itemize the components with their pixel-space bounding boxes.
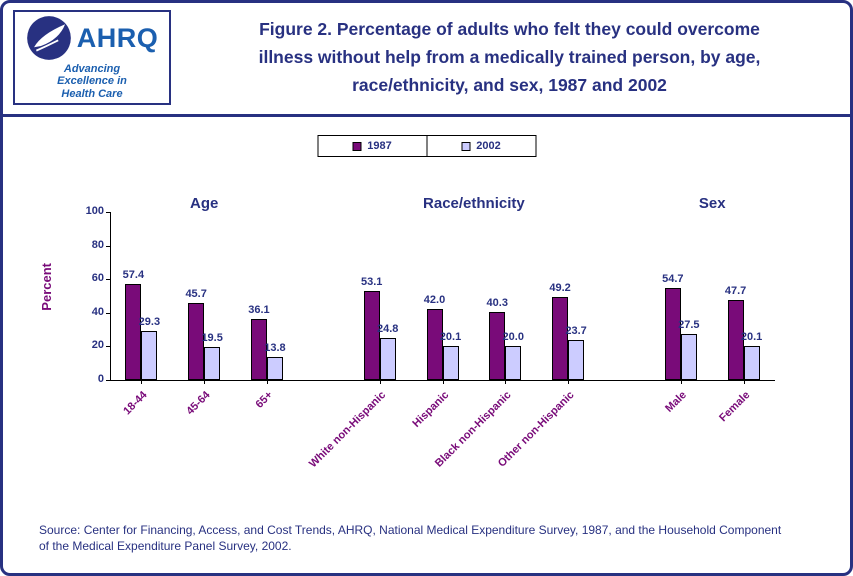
y-axis-line: [110, 212, 111, 380]
figure-title-line: illness without help from a medically tr…: [258, 47, 761, 67]
bar-value-label: 57.4: [122, 268, 145, 281]
legend-label-1987: 1987: [367, 140, 392, 152]
figure-title-line: race/ethnicity, and sex, 1987 and 2002: [352, 75, 667, 95]
category-label-text: Male: [663, 389, 690, 415]
x-axis-tick: [505, 380, 507, 384]
bar-1987: [188, 303, 205, 380]
bar-value-label: 20.1: [740, 331, 763, 344]
category-label-text: Female: [716, 389, 753, 425]
ahrq-tagline: Advancing Excellence in Health Care: [17, 63, 167, 100]
x-axis-tick: [568, 380, 570, 384]
bar-value-label: 27.5: [678, 318, 700, 331]
legend-item-1987: 1987: [317, 135, 427, 157]
ahrq-tagline-line: Health Care: [61, 87, 123, 100]
bar-1987: [363, 290, 380, 380]
bar-2002: [379, 338, 396, 380]
y-axis-title: Percent: [39, 263, 54, 311]
bar-1987: [727, 299, 744, 380]
bar-value-label: 20.0: [502, 331, 524, 344]
legend-swatch-1987: [352, 141, 362, 151]
y-axis-tick-label: 40: [91, 305, 104, 318]
ahrq-logo-top: AHRQ: [26, 15, 159, 61]
bar-value-label: 49.2: [549, 282, 571, 295]
category-label-text: Hispanic: [410, 389, 451, 430]
ahrq-tagline-line: Excellence in: [57, 75, 127, 88]
bar-value-label: 53.1: [361, 275, 383, 288]
ahrq-logo: AHRQ Advancing Excellence in Health Care: [13, 10, 171, 105]
bar-value-label: 23.7: [565, 325, 587, 338]
x-axis-tick: [680, 380, 682, 384]
bar-2002: [141, 330, 158, 380]
bar-1987: [664, 288, 681, 380]
category-label-text: 45-64: [184, 389, 213, 418]
legend-swatch-2002: [461, 141, 471, 151]
category-label-text: 65+: [253, 389, 276, 411]
bar-value-label: 47.7: [724, 284, 747, 297]
group-label: Race/ethnicity: [423, 195, 525, 212]
bar-2002: [442, 346, 459, 380]
bar-value-label: 40.3: [486, 297, 508, 310]
legend-label-2002: 2002: [476, 140, 501, 152]
group-label: Age: [189, 195, 219, 212]
bar-value-label: 36.1: [248, 304, 270, 317]
header-divider: [3, 114, 850, 117]
y-axis-tick: [106, 380, 110, 381]
bar-1987: [552, 297, 569, 380]
bar-1987: [489, 312, 506, 380]
bar-chart: Percent 0 20 40 60 80 100 Age 57.4 29.3 18-44 45.7…: [3, 3, 850, 573]
bar-1987: [125, 283, 142, 380]
bar-value-label: 13.8: [264, 341, 286, 354]
x-axis-tick: [442, 380, 444, 384]
bar-1987: [250, 319, 267, 380]
bar-2002: [266, 356, 283, 380]
bar-value-label: 54.7: [662, 273, 684, 286]
bar-2002: [680, 333, 697, 380]
bar-2002: [204, 347, 221, 380]
y-axis-tick-label: 0: [97, 373, 104, 385]
bar-value-label: 42.0: [423, 294, 446, 307]
figure-title-line: Figure 2. Percentage of adults who felt …: [259, 19, 760, 39]
bar-1987: [426, 309, 443, 380]
y-axis-tick: [106, 346, 110, 348]
hhs-eagle-icon: [26, 16, 71, 60]
figure-title: Figure 2. Percentage of adults who felt …: [177, 15, 842, 99]
legend-item-2002: 2002: [426, 135, 536, 157]
legend: 1987 2002: [317, 135, 536, 157]
ahrq-tagline-line: Advancing: [63, 63, 121, 76]
bar-value-label: 45.7: [185, 288, 207, 301]
bar-2002: [568, 340, 585, 380]
group-label: Sex: [698, 195, 726, 212]
bar-value-label: 24.8: [377, 323, 399, 336]
y-axis-tick-label: 100: [85, 205, 104, 217]
y-axis-tick-label: 80: [91, 238, 104, 251]
category-label-text: 18-44: [121, 389, 150, 418]
y-axis-tick: [106, 312, 110, 314]
category-label-text: White non-Hispanic: [307, 389, 389, 471]
x-axis-tick: [266, 380, 268, 384]
x-axis-tick: [141, 380, 143, 384]
x-axis-tick: [379, 380, 381, 384]
bar-value-label: 20.1: [439, 331, 462, 344]
x-axis-tick: [204, 380, 206, 384]
y-axis-tick-label: 20: [91, 339, 104, 352]
y-axis-tick: [106, 245, 110, 247]
bar-2002: [505, 346, 522, 380]
bar-value-label: 19.5: [201, 332, 223, 345]
bar-value-label: 29.3: [138, 315, 161, 328]
y-axis-tick: [106, 212, 110, 213]
ahrq-logo-text: AHRQ: [76, 22, 159, 53]
bar-2002: [743, 346, 760, 380]
source-note: Source: Center for Financing, Access, an…: [39, 523, 782, 554]
x-axis-tick: [743, 380, 745, 384]
y-axis-tick: [106, 279, 110, 281]
y-axis-tick-label: 60: [91, 272, 104, 285]
